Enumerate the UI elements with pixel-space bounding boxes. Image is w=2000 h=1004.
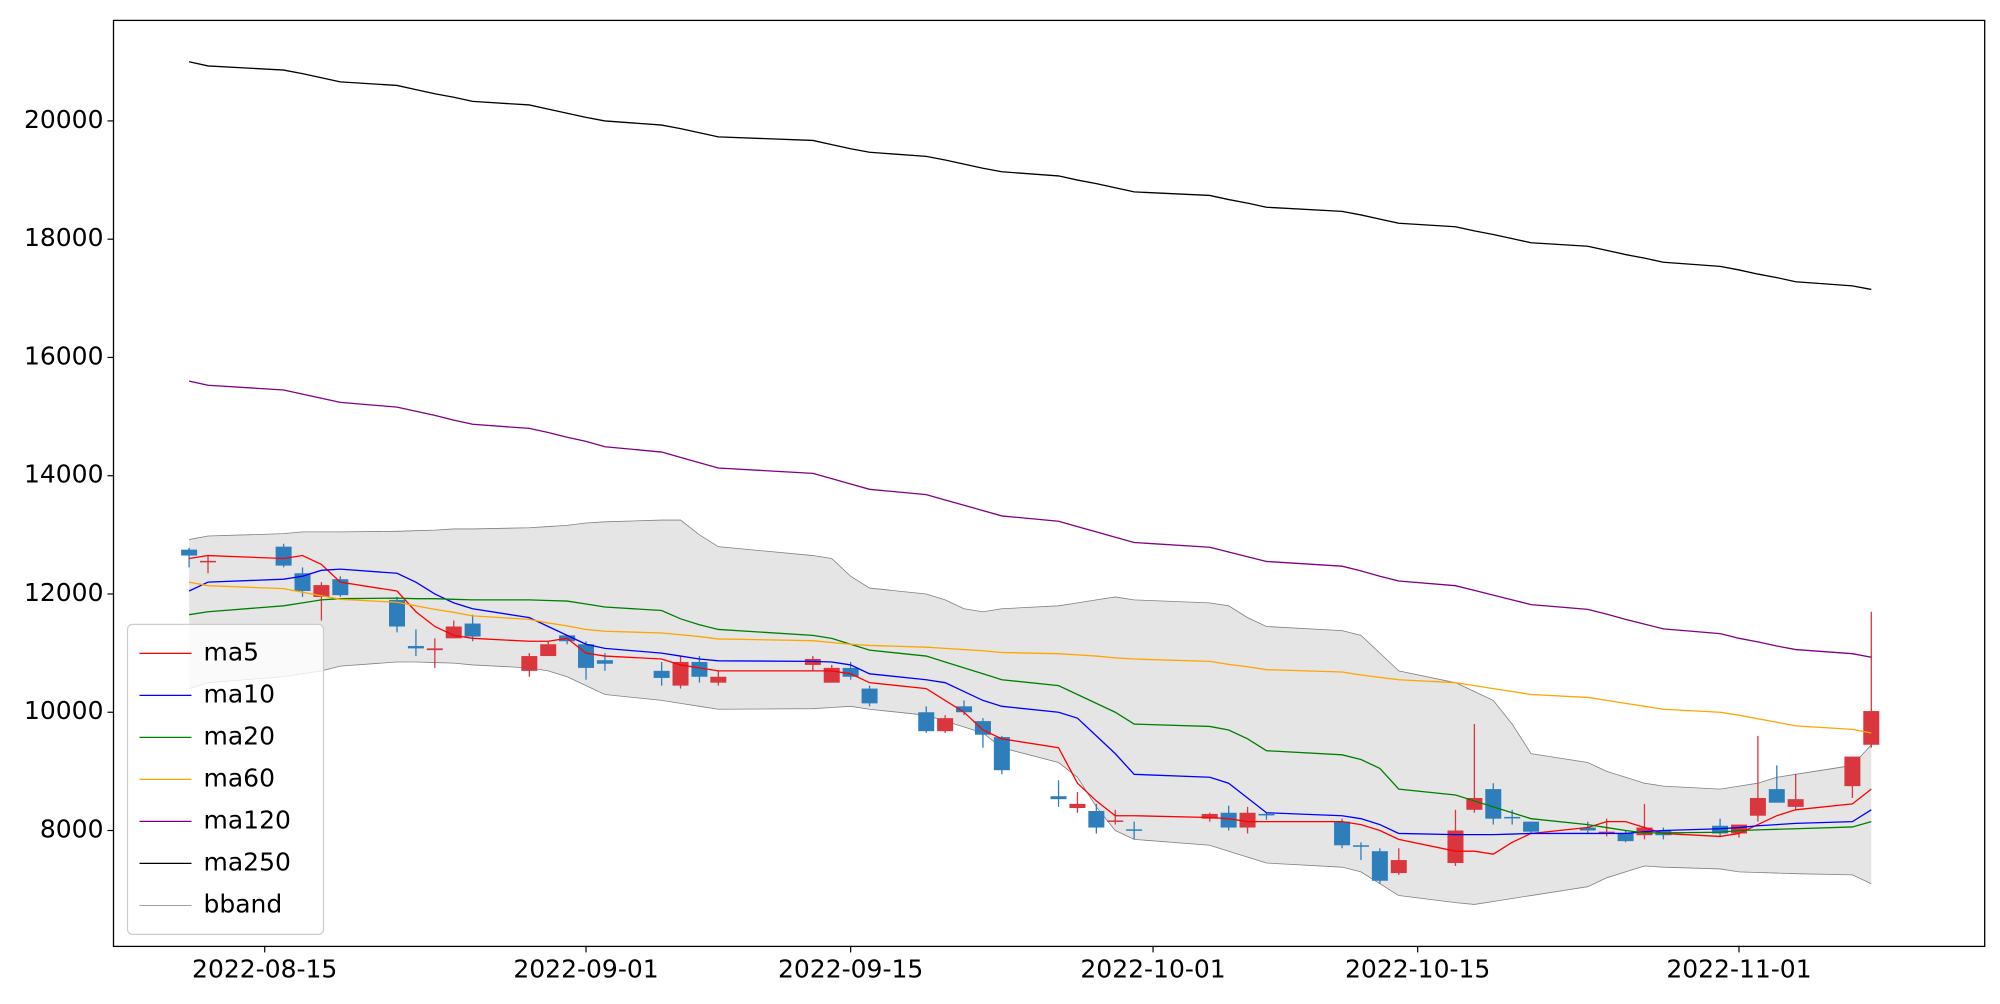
- candle-body: [1088, 810, 1105, 828]
- ma-line: [188, 581, 1872, 734]
- candle-body: [1239, 812, 1256, 828]
- candle-body: [426, 648, 443, 651]
- candle-body: [181, 549, 198, 556]
- legend-label: ma250: [204, 847, 291, 876]
- legend-box: [126, 623, 325, 936]
- candle-body: [1749, 797, 1766, 816]
- candle-body: [521, 656, 538, 671]
- candle-body: [445, 626, 462, 639]
- bband-area: [189, 520, 1872, 905]
- candle-body: [1712, 825, 1729, 834]
- plot-frame: [112, 19, 1986, 948]
- candle-body: [1050, 796, 1067, 800]
- candle-body: [1201, 813, 1218, 819]
- candle-body: [1107, 820, 1124, 822]
- candle-body: [1863, 711, 1880, 745]
- candle-body: [937, 718, 954, 732]
- candle-body: [1466, 797, 1483, 810]
- candle-body: [1730, 824, 1747, 834]
- y-tick-label: 18000: [24, 223, 104, 252]
- candle-body: [596, 660, 613, 664]
- candle-body: [407, 646, 424, 649]
- y-tick-label: 16000: [24, 341, 104, 370]
- candle-body: [993, 737, 1010, 771]
- x-tick-label: 2022-10-01: [1080, 954, 1225, 983]
- candle-body: [1371, 851, 1388, 881]
- ma-line: [189, 554, 1872, 855]
- candle-body: [1579, 827, 1596, 831]
- legend-label: ma10: [204, 679, 275, 708]
- candle-body: [294, 573, 311, 592]
- y-tick-label: 20000: [24, 105, 104, 134]
- candle-body: [1598, 831, 1615, 834]
- legend: ma5 ma10 ma20 ma60 ma120 ma250 bband: [126, 623, 325, 936]
- candle-body: [1485, 789, 1502, 819]
- candle-body: [918, 712, 935, 732]
- candle-body: [1617, 833, 1634, 842]
- candle-body: [653, 670, 670, 678]
- candle-body: [1334, 821, 1351, 846]
- candle-body: [861, 688, 878, 704]
- candle-body: [956, 706, 973, 713]
- candle-body: [823, 667, 840, 683]
- candle-body: [1069, 803, 1086, 809]
- candle-body: [1787, 799, 1804, 807]
- legend-label: ma60: [204, 763, 275, 792]
- candle-body: [1504, 816, 1521, 819]
- legend-label: ma120: [204, 805, 291, 834]
- x-tick-label: 2022-08-15: [192, 954, 337, 983]
- x-tick-label: 2022-09-15: [778, 954, 923, 983]
- x-tick-label: 2022-10-15: [1345, 954, 1490, 983]
- candle-body: [710, 676, 727, 683]
- ma-line: [188, 380, 1872, 658]
- candle-body: [1844, 756, 1861, 787]
- y-tick-label: 8000: [40, 815, 104, 844]
- ma-line: [189, 597, 1872, 834]
- candle-body: [200, 560, 217, 563]
- x-tick-label: 2022-11-01: [1666, 954, 1811, 983]
- legend-label: bband: [204, 889, 283, 918]
- candle-body: [275, 546, 292, 566]
- y-tick-label: 14000: [24, 460, 104, 489]
- candle-body: [389, 599, 406, 627]
- candle-body: [691, 661, 708, 677]
- y-tick-label: 12000: [24, 578, 104, 607]
- candle-body: [672, 661, 689, 686]
- ma-line: [188, 61, 1872, 291]
- ma-line: [188, 568, 1872, 836]
- candle-body: [313, 585, 330, 597]
- bband-lower: [188, 661, 1872, 905]
- candle-body: [1258, 813, 1275, 816]
- y-tick-label: 10000: [24, 696, 104, 725]
- candle-body: [1523, 821, 1540, 832]
- candle-body: [1220, 812, 1237, 828]
- candle-body: [1390, 860, 1407, 874]
- candle-body: [1352, 845, 1369, 847]
- candle-body: [578, 644, 595, 668]
- x-tick-label: 2022-09-01: [513, 954, 658, 983]
- candle-body: [1768, 789, 1785, 803]
- candle-body: [1126, 829, 1143, 831]
- candle-body: [1447, 830, 1464, 864]
- candle-body: [540, 644, 557, 657]
- legend-label: ma5: [204, 637, 260, 666]
- legend-label: ma20: [204, 721, 275, 750]
- candle-body: [842, 667, 859, 677]
- candle-body: [464, 623, 481, 637]
- bband-upper: [189, 519, 1872, 790]
